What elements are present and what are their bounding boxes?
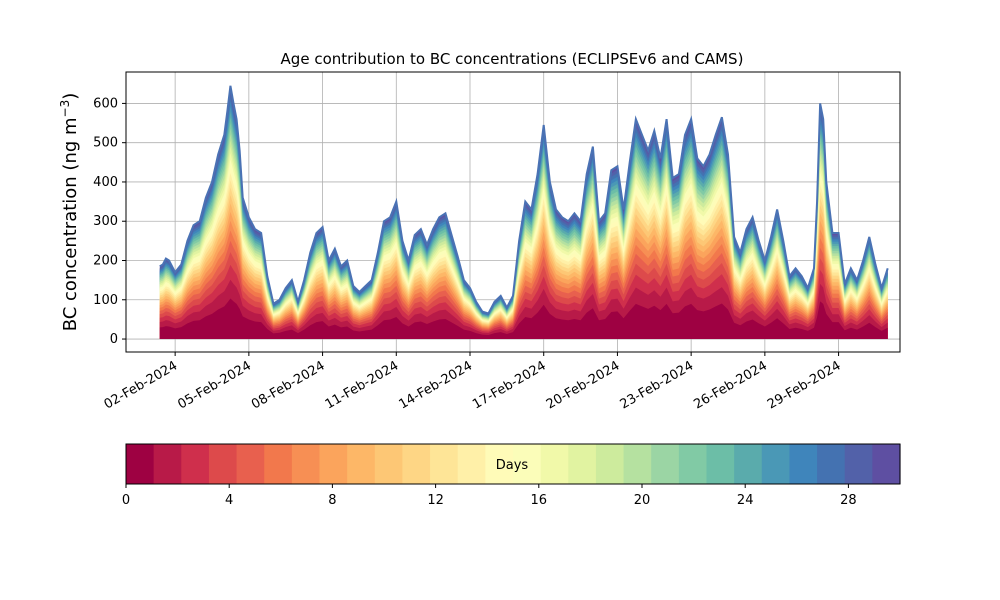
colorbar-swatch xyxy=(126,444,155,484)
total-concentration-line xyxy=(159,85,889,315)
colorbar-swatch xyxy=(568,444,597,484)
colorbar-swatch xyxy=(817,444,846,484)
colorbar-swatch xyxy=(319,444,348,484)
colorbar-tick-label: 4 xyxy=(225,493,233,508)
colorbar-swatch xyxy=(374,444,404,484)
x-tick-label: 26-Feb-2024 xyxy=(691,358,770,412)
x-tick-label: 14-Feb-2024 xyxy=(396,358,475,412)
colorbar-swatch xyxy=(734,444,763,484)
colorbar-tick-label: 16 xyxy=(531,493,548,508)
y-axis-label: BC concentration (ng m−3) xyxy=(58,93,81,332)
colorbar-swatch xyxy=(678,444,708,484)
x-tick-label: 20-Feb-2024 xyxy=(544,358,623,412)
y-tick-label: 300 xyxy=(93,214,118,229)
colorbar-swatch xyxy=(153,444,182,484)
y-axis-label-main: BC concentration (ng m xyxy=(60,117,81,331)
x-tick-label: 05-Feb-2024 xyxy=(175,358,254,412)
y-tick-label: 100 xyxy=(93,293,118,308)
colorbar-swatch xyxy=(208,444,238,484)
y-tick-label: 0 xyxy=(110,332,118,347)
colorbar-swatch xyxy=(485,444,514,484)
y-axis-label-exponent: −3 xyxy=(58,100,72,118)
colorbar-swatch xyxy=(347,444,376,484)
x-tick-label: 29-Feb-2024 xyxy=(765,358,844,412)
colorbar-swatch xyxy=(236,444,265,484)
y-axis-label-close: ) xyxy=(60,93,81,100)
colorbar-swatch xyxy=(844,444,873,484)
y-tick-label: 400 xyxy=(93,175,118,190)
age-band-area xyxy=(159,298,888,340)
colorbar-swatch xyxy=(789,444,818,484)
y-tick-label: 500 xyxy=(93,136,118,151)
colorbar-swatch xyxy=(651,444,680,484)
colorbar-swatch xyxy=(513,444,542,484)
colorbar-tick-label: 24 xyxy=(737,493,754,508)
plot-frame xyxy=(125,71,901,353)
colorbar-swatch xyxy=(595,444,625,484)
colorbar-frame xyxy=(125,443,901,485)
colorbar-tick-label: 28 xyxy=(840,493,857,508)
colorbar-swatch xyxy=(457,444,486,484)
colorbar-label: Days xyxy=(496,458,529,473)
x-tick-label: 08-Feb-2024 xyxy=(249,358,328,412)
y-tick-label: 600 xyxy=(93,96,118,111)
age-contribution-areas xyxy=(159,85,888,340)
colorbar-tick-label: 8 xyxy=(328,493,336,508)
colorbar-tick-label: 12 xyxy=(427,493,444,508)
x-tick-label: 11-Feb-2024 xyxy=(323,358,402,412)
colorbar-tick-label: 0 xyxy=(122,493,130,508)
x-tick-label: 17-Feb-2024 xyxy=(470,358,549,412)
colorbar-swatch xyxy=(264,444,293,484)
colorbar-swatch xyxy=(540,444,569,484)
x-tick-label: 02-Feb-2024 xyxy=(102,358,181,412)
colorbar-swatch xyxy=(402,444,431,484)
colorbar-swatch xyxy=(761,444,791,484)
colorbar-swatch xyxy=(872,444,901,484)
y-axis: 0 100 200 300 400 500 600 xyxy=(93,96,126,347)
y-tick-label: 200 xyxy=(93,253,118,268)
x-axis: 02-Feb-202405-Feb-202408-Feb-202411-Feb-… xyxy=(102,352,844,412)
colorbar-swatch xyxy=(706,444,735,484)
colorbar-swatch xyxy=(430,444,459,484)
age-colorbar: 0 4 8 12 16 20 24 28 xyxy=(122,444,901,508)
colorbar-swatch xyxy=(291,444,321,484)
colorbar-tick-label: 20 xyxy=(634,493,651,508)
colorbar-swatch xyxy=(181,444,210,484)
chart-title: Age contribution to BC concentrations (E… xyxy=(281,50,744,68)
colorbar-swatch xyxy=(623,444,652,484)
x-tick-label: 23-Feb-2024 xyxy=(618,358,697,412)
